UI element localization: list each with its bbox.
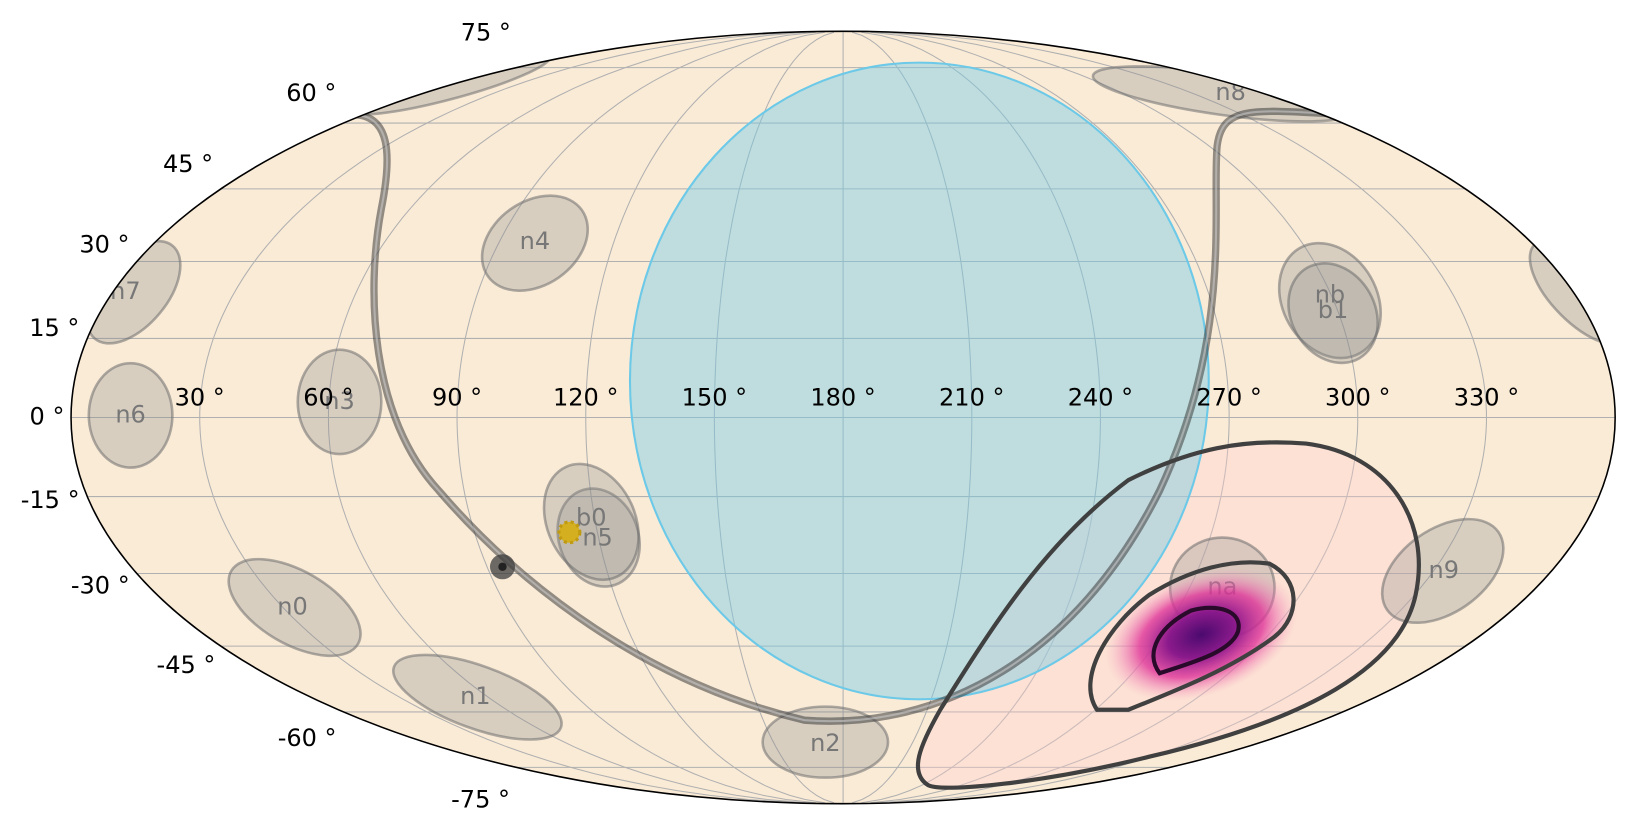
detector-label: n0 (277, 592, 307, 620)
latitude-label: 60 ° (286, 79, 336, 107)
detector-fov (296, 348, 383, 456)
longitude-label: 240 ° (1068, 384, 1133, 412)
longitude-label: 270 ° (1196, 384, 1261, 412)
latitude-label: -45 ° (157, 651, 216, 679)
detector-fov (1277, 241, 1382, 360)
contour-10 (1151, 605, 1241, 676)
longitude-label: 30 ° (175, 384, 225, 412)
probability-peak (1105, 568, 1297, 701)
contour-90 (915, 440, 1421, 790)
longitude-label: 210 ° (939, 384, 1004, 412)
detector-fov (556, 487, 641, 588)
earth-occultation (628, 61, 1210, 701)
latitude-label: 30 ° (79, 230, 129, 258)
detector-label: n9 (1429, 556, 1459, 584)
latitude-label: -30 ° (71, 572, 130, 600)
contour-50 (1088, 560, 1296, 712)
detector-label: nb (1315, 280, 1345, 308)
longitude-label: 330 ° (1454, 384, 1519, 412)
latitude-label: -15 ° (21, 486, 80, 514)
detector-label: n1 (460, 682, 490, 710)
meridian (879, 31, 1359, 804)
longitude-label: 90 ° (432, 384, 482, 412)
detector-fov (392, 653, 563, 741)
detector-fov (87, 361, 174, 469)
detector-label: b1 (1318, 296, 1349, 324)
meridian (585, 31, 825, 804)
galactic-center-dot (498, 562, 507, 571)
longitude-label: 120 ° (553, 384, 618, 412)
meridian (199, 31, 798, 804)
longitude-label: 150 ° (682, 384, 747, 412)
meridian (327, 31, 807, 804)
galactic-plane-core (349, 110, 1348, 723)
sun (557, 520, 582, 545)
longitude-label: 300 ° (1325, 384, 1390, 412)
latitude-label: 15 ° (29, 314, 79, 342)
detector-fov (1287, 262, 1380, 365)
latitude-label: 45 ° (163, 150, 213, 178)
meridian (861, 31, 1101, 804)
detector-fov (1380, 517, 1505, 625)
labels: 330 ° 300 ° 270 ° 240 ° 210 ° 180 ° 150 ° 120 °… (21, 18, 1519, 813)
detector-fov (227, 557, 362, 658)
latitude-label: -75 ° (451, 786, 510, 814)
detector-label: n4 (520, 227, 550, 255)
detector-fov (761, 705, 890, 779)
latitude-label: 0 ° (30, 403, 65, 431)
longitude-label: 60 ° (303, 384, 353, 412)
detector-label: n6 (115, 400, 145, 428)
detector-label: b0 (576, 504, 607, 532)
detector-fov (542, 462, 640, 582)
detector-label: n7 (110, 277, 140, 305)
meridian (456, 31, 816, 804)
meridian (888, 31, 1487, 804)
overlays: n0n1n2n3n4n5n6n7n8n9nanbb0b1 (85, 51, 1616, 790)
detector-label: n8 (1215, 78, 1245, 106)
latitude-label: -60 ° (278, 724, 337, 752)
longitude-label: 180 ° (810, 384, 875, 412)
detector-fov (480, 194, 590, 292)
detector-label: n2 (810, 729, 840, 757)
detector-label: n5 (582, 524, 612, 552)
latitude-label: 75 ° (461, 18, 511, 46)
map-border (70, 30, 1616, 805)
detector-label: n3 (324, 387, 354, 415)
